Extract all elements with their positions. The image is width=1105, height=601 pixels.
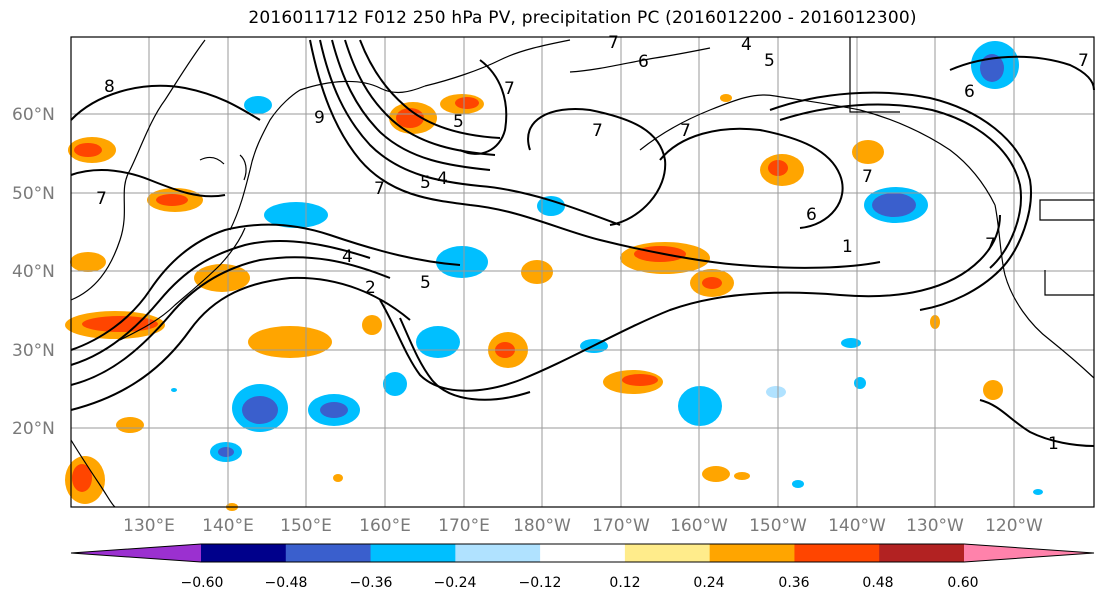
contour-label: 7 (985, 235, 996, 255)
contour-label: 5 (764, 51, 775, 71)
contour-label: 5 (453, 112, 464, 132)
map-frame (70, 36, 1095, 508)
colorbar-labels: −0.60 −0.48 −0.36 −0.24 −0.12 0.12 0.24 … (181, 575, 979, 591)
contour-label: 9 (314, 108, 325, 128)
colorbar-segment (709, 544, 795, 562)
colorbar-tick-label: 0.60 (947, 575, 978, 591)
contour-label: 6 (638, 52, 649, 72)
lat-label: 30°N (12, 341, 55, 361)
colorbar-tick-label: −0.12 (519, 575, 562, 591)
colorbar (70, 543, 1095, 563)
colorbar-segment (794, 544, 880, 562)
pv-contours (70, 39, 1095, 447)
contour-label: 7 (504, 79, 515, 99)
map-title: 2016011712 F012 250 hPa PV, precipitatio… (248, 8, 917, 28)
contour-label: 2 (365, 278, 376, 298)
contour-label: 7 (1078, 51, 1089, 71)
lon-label: 160°E (359, 516, 411, 536)
contour-label: 4 (342, 247, 353, 267)
colorbar-segment (370, 544, 456, 562)
contour-labels: 8 9 7 7 7 7 4 5 6 6 7 7 5 4 7 5 4 2 5 6 … (96, 33, 1089, 454)
lon-label: 150°W (749, 516, 807, 536)
lat-label: 50°N (12, 184, 55, 204)
colorbar-extend-low (71, 544, 201, 562)
lon-label: 120°W (985, 516, 1043, 536)
lon-label: 130°W (906, 516, 964, 536)
contour-label: 7 (592, 121, 603, 141)
contour-label: 7 (374, 179, 385, 199)
latitude-labels: 60°N 50°N 40°N 30°N 20°N (12, 105, 55, 439)
colorbar-segment (201, 544, 287, 562)
colorbar-tick-label: 0.12 (609, 575, 640, 591)
contour-label: 4 (741, 35, 752, 55)
colorbar-tick-label: −0.48 (265, 575, 308, 591)
contour-label: 8 (104, 77, 115, 97)
lon-label: 160°W (670, 516, 728, 536)
contour-label: 1 (842, 237, 853, 257)
lon-label: 170°W (592, 516, 650, 536)
coastlines (70, 37, 1095, 508)
colorbar-segment (455, 544, 541, 562)
colorbar-segment (540, 544, 626, 562)
colorbar-tick-label: 0.48 (862, 575, 893, 591)
contour-label: 5 (420, 273, 431, 293)
contour-label: 6 (806, 205, 817, 225)
contour-label: 7 (680, 121, 691, 141)
contour-label: 1 (1048, 434, 1059, 454)
colorbar-outline (70, 543, 1095, 563)
longitude-labels: 130°E 140°E 150°E 160°E 170°E 180°W 170°… (123, 516, 1043, 536)
lat-label: 20°N (12, 419, 55, 439)
contour-label: 6 (964, 82, 975, 102)
colorbar-tick-label: 0.36 (778, 575, 809, 591)
lat-label: 60°N (12, 105, 55, 125)
colorbar-tick-label: 0.24 (693, 575, 724, 591)
contour-label: 7 (608, 33, 619, 53)
lon-label: 140°E (202, 516, 254, 536)
map-gridlines (71, 37, 1094, 507)
colorbar-segment (285, 544, 372, 562)
colorbar-tick-label: −0.24 (434, 575, 477, 591)
lon-label: 130°E (123, 516, 175, 536)
lat-label: 40°N (12, 262, 55, 282)
colorbar-segment (879, 544, 965, 562)
colorbar-tick-label: −0.36 (350, 575, 393, 591)
lon-label: 180°W (513, 516, 571, 536)
contour-label: 5 (420, 173, 431, 193)
lon-label: 170°E (438, 516, 490, 536)
colorbar-segment (624, 544, 711, 562)
lon-label: 140°W (828, 516, 886, 536)
colorbar-tick-label: −0.60 (181, 575, 224, 591)
lon-label: 150°E (280, 516, 332, 536)
colorbar-extend-high (964, 544, 1094, 562)
contour-label: 7 (96, 189, 107, 209)
contour-label: 7 (862, 167, 873, 187)
contour-label: 4 (437, 169, 448, 189)
